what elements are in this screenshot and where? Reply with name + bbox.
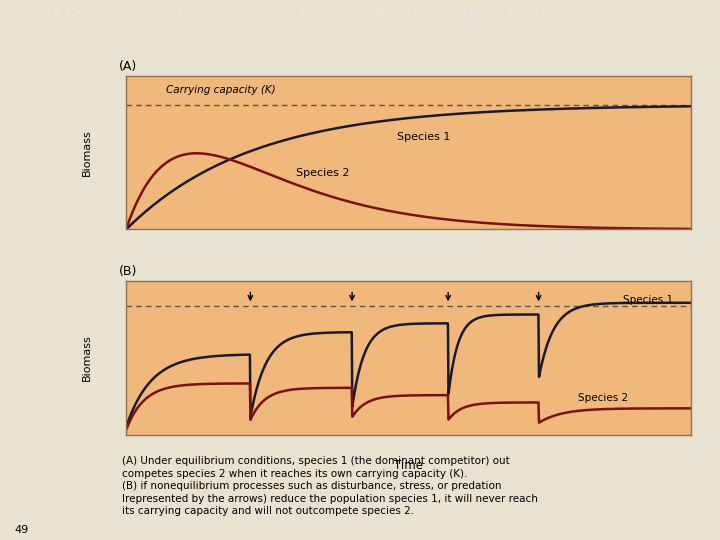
Text: Time: Time [394, 459, 423, 472]
Text: Figure 18.12  The Outcome of Competition under Equilibrium versus Nonequilibrium: Figure 18.12 The Outcome of Competition … [6, 8, 571, 22]
Text: 49: 49 [14, 524, 29, 535]
Text: Species 1: Species 1 [624, 295, 673, 305]
Text: Carrying capacity (K): Carrying capacity (K) [166, 85, 275, 95]
Text: (B): (B) [119, 265, 138, 278]
Text: competes species 2 when it reaches its own carrying capacity (K).: competes species 2 when it reaches its o… [122, 469, 468, 479]
Text: (A): (A) [119, 60, 137, 73]
Text: Species 2: Species 2 [295, 167, 349, 178]
Text: Irepresented by the arrows) reduce the population species 1, it will never reach: Irepresented by the arrows) reduce the p… [122, 494, 539, 504]
Text: Biomass: Biomass [81, 129, 91, 176]
Text: Biomass: Biomass [81, 334, 91, 381]
Text: its carrying capacity and will not outcompete species 2.: its carrying capacity and will not outco… [122, 506, 415, 516]
Text: (B) if nonequilibrium processes such as disturbance, stress, or predation: (B) if nonequilibrium processes such as … [122, 481, 502, 491]
Text: Species 1: Species 1 [397, 132, 451, 142]
Text: (A) Under equilibrium conditions, species 1 (the dominant competitor) out: (A) Under equilibrium conditions, specie… [122, 456, 510, 467]
Text: Species 2: Species 2 [578, 393, 629, 403]
